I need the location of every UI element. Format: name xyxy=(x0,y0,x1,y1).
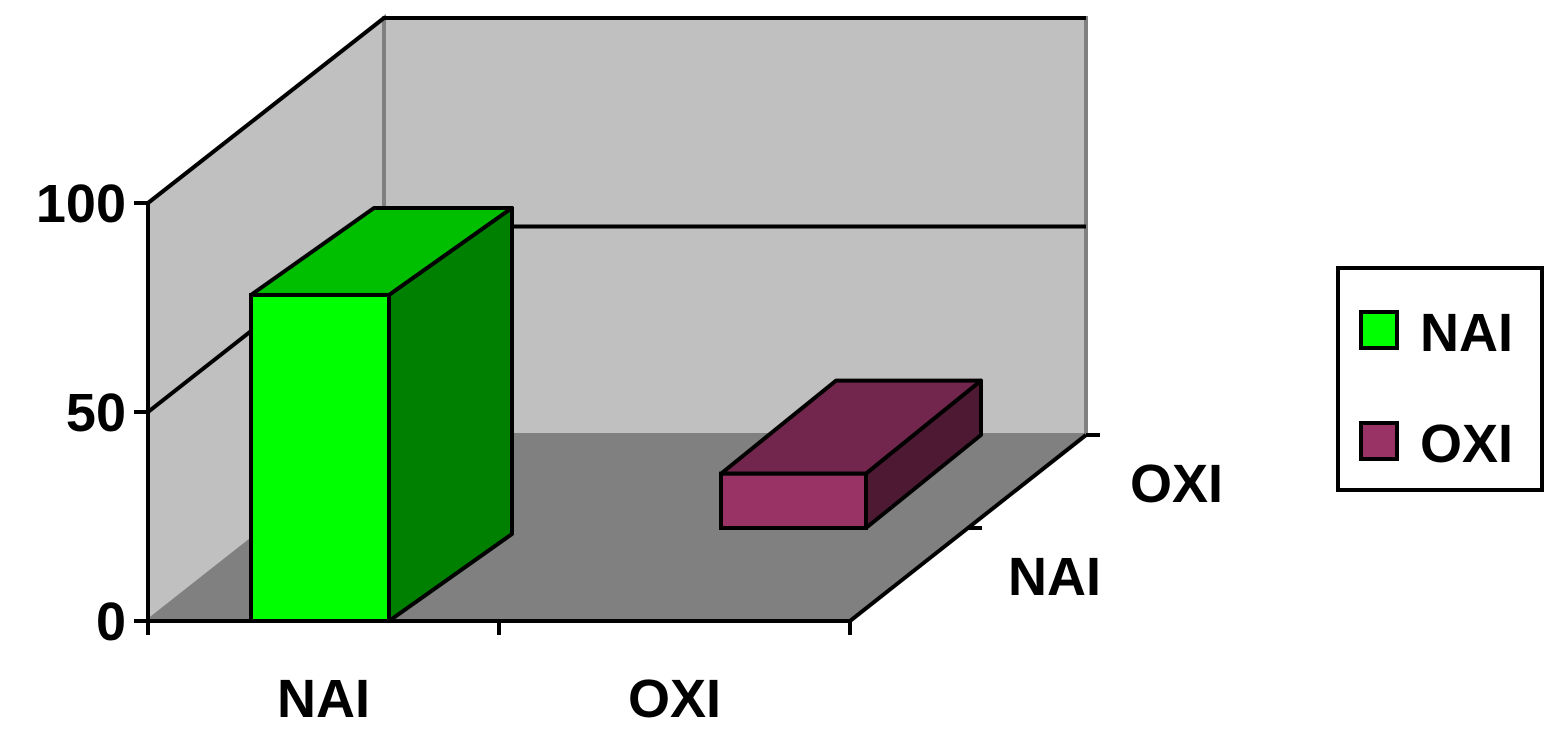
bar-front-nai xyxy=(249,292,391,623)
bar-oxi xyxy=(719,378,983,531)
gridline-100 xyxy=(146,16,1086,205)
y-tick-label: 100 xyxy=(36,174,126,234)
x-tick-label: NAI xyxy=(277,669,370,729)
bars xyxy=(249,205,983,623)
bar-front-oxi xyxy=(719,471,868,531)
legend-swatch-nai xyxy=(1359,310,1399,350)
depth-tick-label: NAI xyxy=(1008,547,1101,607)
x-axis-ticks: NAI OXI xyxy=(146,621,852,729)
depth-axis-ticks: NAI OXI xyxy=(968,433,1223,607)
legend: NAI OXI xyxy=(1336,266,1544,492)
y-tick-label: 0 xyxy=(96,592,126,652)
x-tick-label: OXI xyxy=(628,669,721,729)
y-axis-ticks: 0 50 100 xyxy=(36,174,148,652)
depth-tick-label: OXI xyxy=(1130,454,1223,514)
legend-label-oxi: OXI xyxy=(1420,414,1513,474)
y-tick-label: 50 xyxy=(66,383,126,443)
legend-swatch-oxi xyxy=(1359,421,1399,461)
legend-label-nai: NAI xyxy=(1420,303,1513,363)
bar-nai xyxy=(249,205,514,623)
